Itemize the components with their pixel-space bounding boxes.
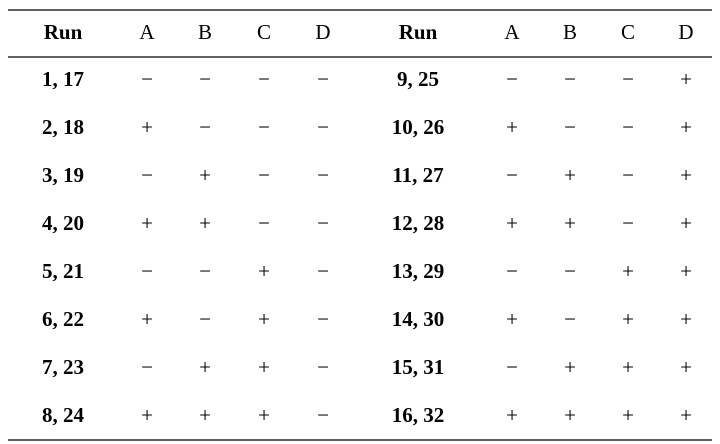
sign-cell: − [317,163,329,187]
header-cell: C [257,20,271,44]
sign-cell: + [141,307,153,331]
sign-cell: − [622,115,634,139]
sign-cell: + [258,259,270,283]
run-cell: 6, 22 [42,307,84,331]
sign-cell: − [199,67,211,91]
run-cell: 4, 20 [42,211,84,235]
sign-cell: − [622,163,634,187]
sign-cell: + [680,403,692,427]
run-cell: 2, 18 [42,115,84,139]
sign-cell: − [317,355,329,379]
sign-cell: + [258,307,270,331]
sign-cell: − [141,67,153,91]
sign-cell: − [317,67,329,91]
sign-cell: + [506,115,518,139]
sign-cell: + [680,211,692,235]
run-cell: 10, 26 [392,115,445,139]
run-cell: 11, 27 [392,163,443,187]
sign-cell: − [199,115,211,139]
header-cell: D [315,20,330,44]
sign-cell: + [258,355,270,379]
sign-cell: − [506,355,518,379]
sign-cell: + [680,355,692,379]
run-cell: 9, 25 [397,67,439,91]
sign-cell: − [141,163,153,187]
sign-cell: + [141,211,153,235]
sign-cell: − [564,259,576,283]
sign-cell: + [141,115,153,139]
run-cell: 8, 24 [42,403,85,427]
sign-cell: − [317,403,329,427]
header-cell: D [678,20,693,44]
sign-cell: + [680,115,692,139]
sign-cell: − [258,115,270,139]
sign-cell: + [141,403,153,427]
sign-cell: − [317,115,329,139]
header-cell: Run [399,20,438,44]
sign-cell: + [564,355,576,379]
sign-cell: + [199,403,211,427]
sign-cell: − [317,211,329,235]
header-cell: Run [44,20,83,44]
run-cell: 15, 31 [392,355,445,379]
sign-cell: − [622,67,634,91]
header-cell: A [139,20,155,44]
sign-cell: − [258,67,270,91]
run-cell: 7, 23 [42,355,84,379]
sign-cell: + [258,403,270,427]
sign-cell: + [622,355,634,379]
sign-cell: + [680,307,692,331]
sign-cell: + [506,403,518,427]
sign-cell: + [680,67,692,91]
sign-cell: + [680,259,692,283]
sign-cell: − [564,115,576,139]
sign-cell: − [622,211,634,235]
sign-cell: + [622,307,634,331]
sign-cell: − [258,163,270,187]
run-cell: 14, 30 [392,307,445,331]
header-cell: A [504,20,520,44]
sign-cell: + [622,259,634,283]
sign-cell: + [199,355,211,379]
sign-cell: + [564,211,576,235]
header-cell: B [563,20,577,44]
sign-cell: − [141,355,153,379]
sign-cell: − [506,67,518,91]
sign-cell: − [506,259,518,283]
sign-cell: + [199,163,211,187]
sign-cell: + [622,403,634,427]
header-cell: B [198,20,212,44]
sign-cell: + [199,211,211,235]
run-cell: 1, 17 [42,67,84,91]
run-cell: 16, 32 [392,403,445,427]
run-cell: 12, 28 [392,211,445,235]
sign-cell: + [564,403,576,427]
sign-cell: − [317,307,329,331]
sign-cell: − [258,211,270,235]
sign-cell: + [680,163,692,187]
sign-cell: − [564,307,576,331]
header-cell: C [621,20,635,44]
sign-cell: − [199,259,211,283]
sign-cell: − [564,67,576,91]
run-cell: 5, 21 [42,259,84,283]
sign-cell: − [506,163,518,187]
run-cell: 13, 29 [392,259,445,283]
sign-cell: − [199,307,211,331]
sign-cell: + [564,163,576,187]
sign-cell: − [141,259,153,283]
run-cell: 3, 19 [42,163,84,187]
sign-cell: + [506,211,518,235]
sign-cell: + [506,307,518,331]
sign-cell: − [317,259,329,283]
